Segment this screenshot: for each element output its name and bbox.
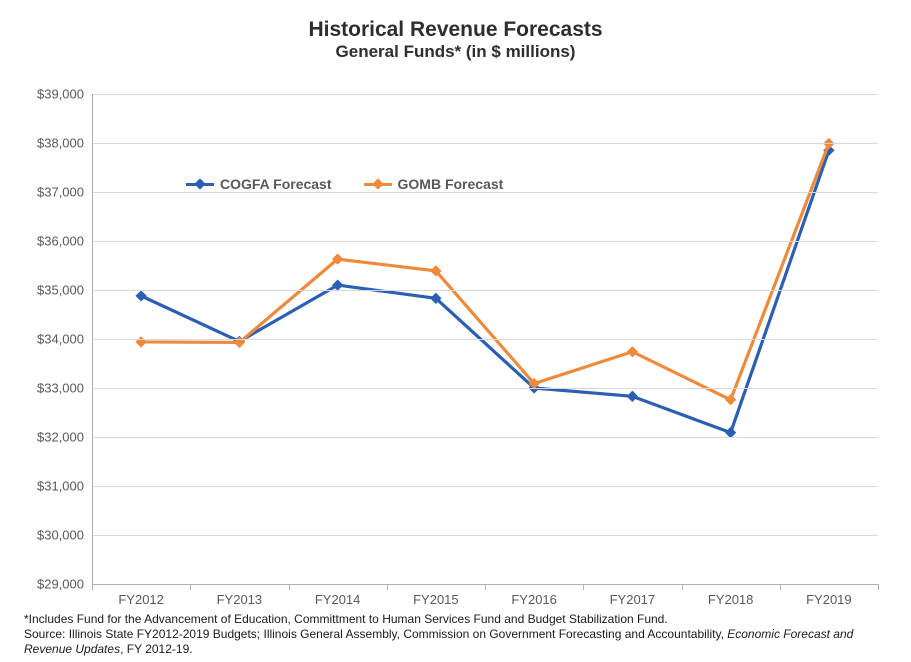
footnote-line: Revenue Updates, FY 2012-19. [24, 642, 887, 657]
x-tick [485, 584, 486, 590]
legend-label: COGFA Forecast [220, 176, 332, 192]
y-axis-label: $30,000 [37, 528, 92, 543]
gridline [92, 535, 878, 536]
chart-container: Historical Revenue Forecasts General Fun… [0, 0, 911, 662]
legend-item: GOMB Forecast [364, 176, 504, 192]
x-tick [780, 584, 781, 590]
gridline [92, 192, 878, 193]
legend-marker-icon [194, 178, 205, 189]
series-marker [725, 394, 736, 405]
gridline [92, 241, 878, 242]
legend-label: GOMB Forecast [398, 176, 504, 192]
x-axis-label: FY2015 [413, 584, 459, 607]
y-axis-label: $34,000 [37, 332, 92, 347]
series-marker [627, 391, 638, 402]
gridline [92, 94, 878, 95]
gridline [92, 290, 878, 291]
gridline [92, 437, 878, 438]
legend-marker-icon [372, 178, 383, 189]
footnote-line: *Includes Fund for the Advancement of Ed… [24, 612, 887, 627]
x-axis-label: FY2017 [610, 584, 656, 607]
gridline [92, 388, 878, 389]
y-axis-line [92, 94, 93, 584]
y-axis-label: $31,000 [37, 479, 92, 494]
legend-swatch [186, 183, 214, 186]
x-axis-label: FY2019 [806, 584, 852, 607]
x-tick [583, 584, 584, 590]
x-tick [190, 584, 191, 590]
chart-title: Historical Revenue Forecasts [0, 18, 911, 42]
x-tick [682, 584, 683, 590]
x-axis-label: FY2016 [511, 584, 557, 607]
y-axis-label: $37,000 [37, 185, 92, 200]
y-axis-label: $33,000 [37, 381, 92, 396]
y-axis-label: $35,000 [37, 283, 92, 298]
x-axis-label: FY2018 [708, 584, 754, 607]
gridline [92, 486, 878, 487]
y-axis-label: $36,000 [37, 234, 92, 249]
y-axis-label: $39,000 [37, 87, 92, 102]
series-marker [627, 346, 638, 357]
x-tick [387, 584, 388, 590]
x-axis-label: FY2014 [315, 584, 361, 607]
x-axis-label: FY2013 [217, 584, 263, 607]
plot-area: $29,000$30,000$31,000$32,000$33,000$34,0… [92, 94, 878, 584]
y-axis-label: $32,000 [37, 430, 92, 445]
x-tick [289, 584, 290, 590]
chart-subtitle: General Funds* (in $ millions) [0, 42, 911, 62]
series-marker [135, 290, 146, 301]
gridline [92, 143, 878, 144]
x-tick [92, 584, 93, 590]
y-axis-label: $38,000 [37, 136, 92, 151]
y-axis-label: $29,000 [37, 577, 92, 592]
legend-swatch [364, 183, 392, 186]
title-block: Historical Revenue Forecasts General Fun… [0, 0, 911, 62]
series-marker [135, 336, 146, 347]
legend-item: COGFA Forecast [186, 176, 332, 192]
footnote-line: Source: Illinois State FY2012-2019 Budge… [24, 627, 887, 642]
chart-footnote: *Includes Fund for the Advancement of Ed… [24, 612, 887, 657]
gridline [92, 339, 878, 340]
x-axis-label: FY2012 [118, 584, 164, 607]
chart-legend: COGFA Forecast GOMB Forecast [186, 176, 503, 192]
x-tick [878, 584, 879, 590]
